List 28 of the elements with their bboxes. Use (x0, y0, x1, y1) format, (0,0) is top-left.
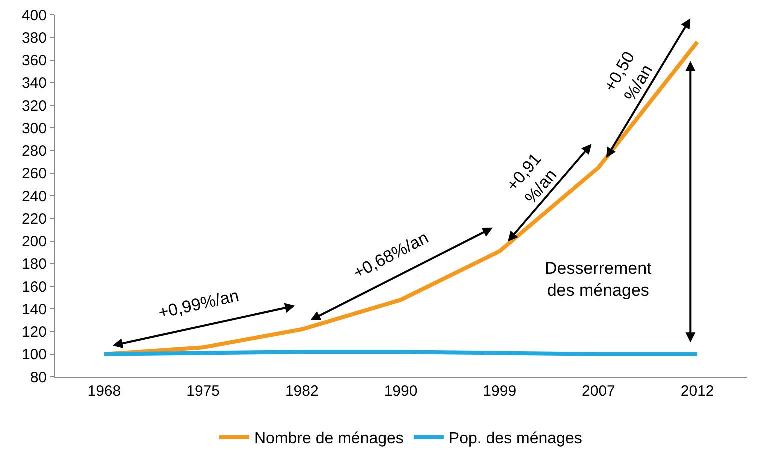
y-tick-label: 120 (22, 324, 47, 341)
x-tick-label: 1982 (285, 383, 319, 400)
y-tick-label: 360 (22, 52, 47, 70)
x-tick-label: 1968 (88, 383, 122, 400)
y-tick-label: 340 (22, 75, 47, 92)
annotation: Desserrement des ménages (545, 259, 652, 300)
x-tick-label: 2012 (680, 383, 714, 400)
legend-label: Pop. des ménages (448, 430, 582, 448)
y-tick-label: 80 (30, 369, 47, 386)
y-tick-label: 160 (22, 278, 47, 296)
y-tick-label: 280 (22, 143, 47, 160)
y-tick-label: 140 (22, 301, 47, 318)
x-tick-label: 1990 (384, 383, 418, 400)
y-tick-label: 300 (22, 120, 47, 138)
x-tick-label: 1975 (186, 383, 220, 400)
x-tick-label: 1999 (483, 383, 517, 400)
y-tick-label: 100 (22, 346, 47, 364)
y-tick-label: 400 (22, 7, 47, 24)
annotation: +0,99%/an (156, 286, 241, 323)
y-tick-label: 180 (22, 256, 47, 274)
y-tick-label: 260 (22, 166, 47, 183)
x-tick-label: 2007 (582, 383, 616, 400)
y-tick-label: 220 (22, 210, 47, 228)
y-tick-label: 200 (22, 234, 47, 250)
y-tick-label: 320 (22, 98, 47, 115)
y-tick-label: 380 (22, 30, 47, 47)
y-tick-label: 240 (22, 188, 47, 206)
legend-label: Nombre de ménages (254, 430, 404, 448)
